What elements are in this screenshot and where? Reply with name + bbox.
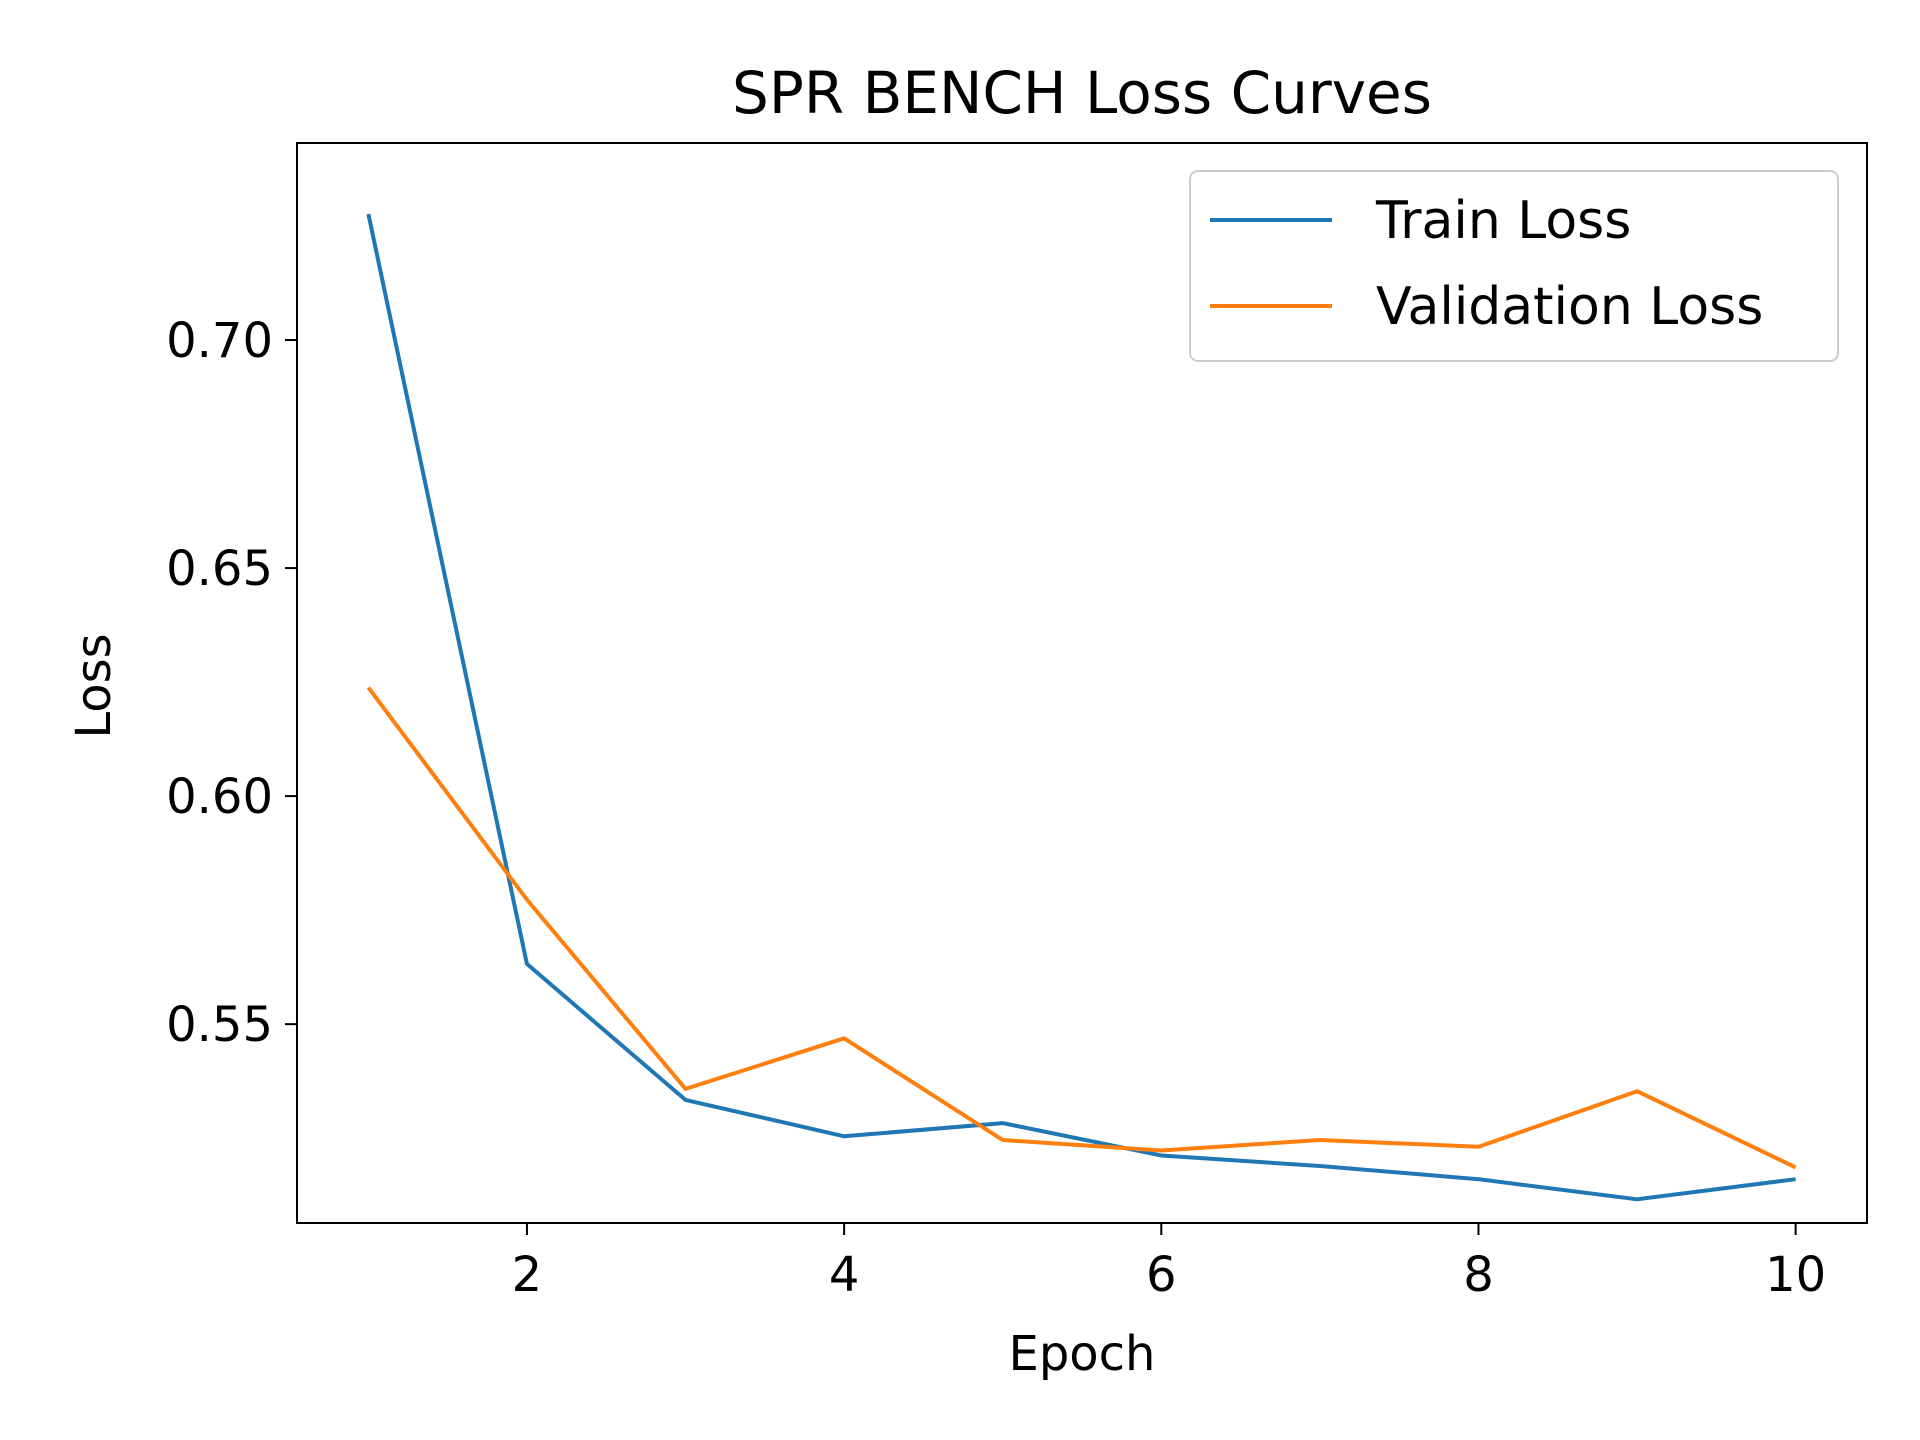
y-axis-ticks: 0.55 0.60 0.65 0.70	[166, 313, 297, 1053]
legend-label-validation-loss: Validation Loss	[1376, 277, 1763, 337]
y-axis-label: Loss	[66, 633, 122, 738]
y-tick-label: 0.55	[166, 997, 273, 1053]
legend-items: Train Loss Validation Loss	[1210, 191, 1763, 337]
y-tick-label: 0.60	[166, 769, 273, 825]
series-line-validation-loss	[366, 686, 1797, 1170]
plot-frame	[296, 142, 1868, 1224]
legend: Train Loss Validation Loss	[1189, 170, 1839, 362]
x-tick-label: 4	[829, 1247, 860, 1303]
legend-box	[1189, 170, 1839, 362]
y-tick-label: 0.70	[166, 313, 273, 369]
x-tick-label: 2	[512, 1247, 543, 1303]
chart-title: SPR BENCH Loss Curves	[732, 59, 1432, 127]
x-tick-label: 8	[1463, 1247, 1494, 1303]
y-tick-label: 0.65	[166, 541, 273, 597]
x-axis-ticks: 2 4 6 8 10	[512, 1223, 1826, 1303]
x-axis-label: Epoch	[1009, 1326, 1156, 1382]
series-line-train-loss	[366, 213, 1796, 1202]
x-tick-label: 10	[1765, 1247, 1826, 1303]
legend-label-train-loss: Train Loss	[1375, 191, 1631, 251]
x-tick-label: 6	[1146, 1247, 1177, 1303]
series-layer	[366, 213, 1797, 1202]
